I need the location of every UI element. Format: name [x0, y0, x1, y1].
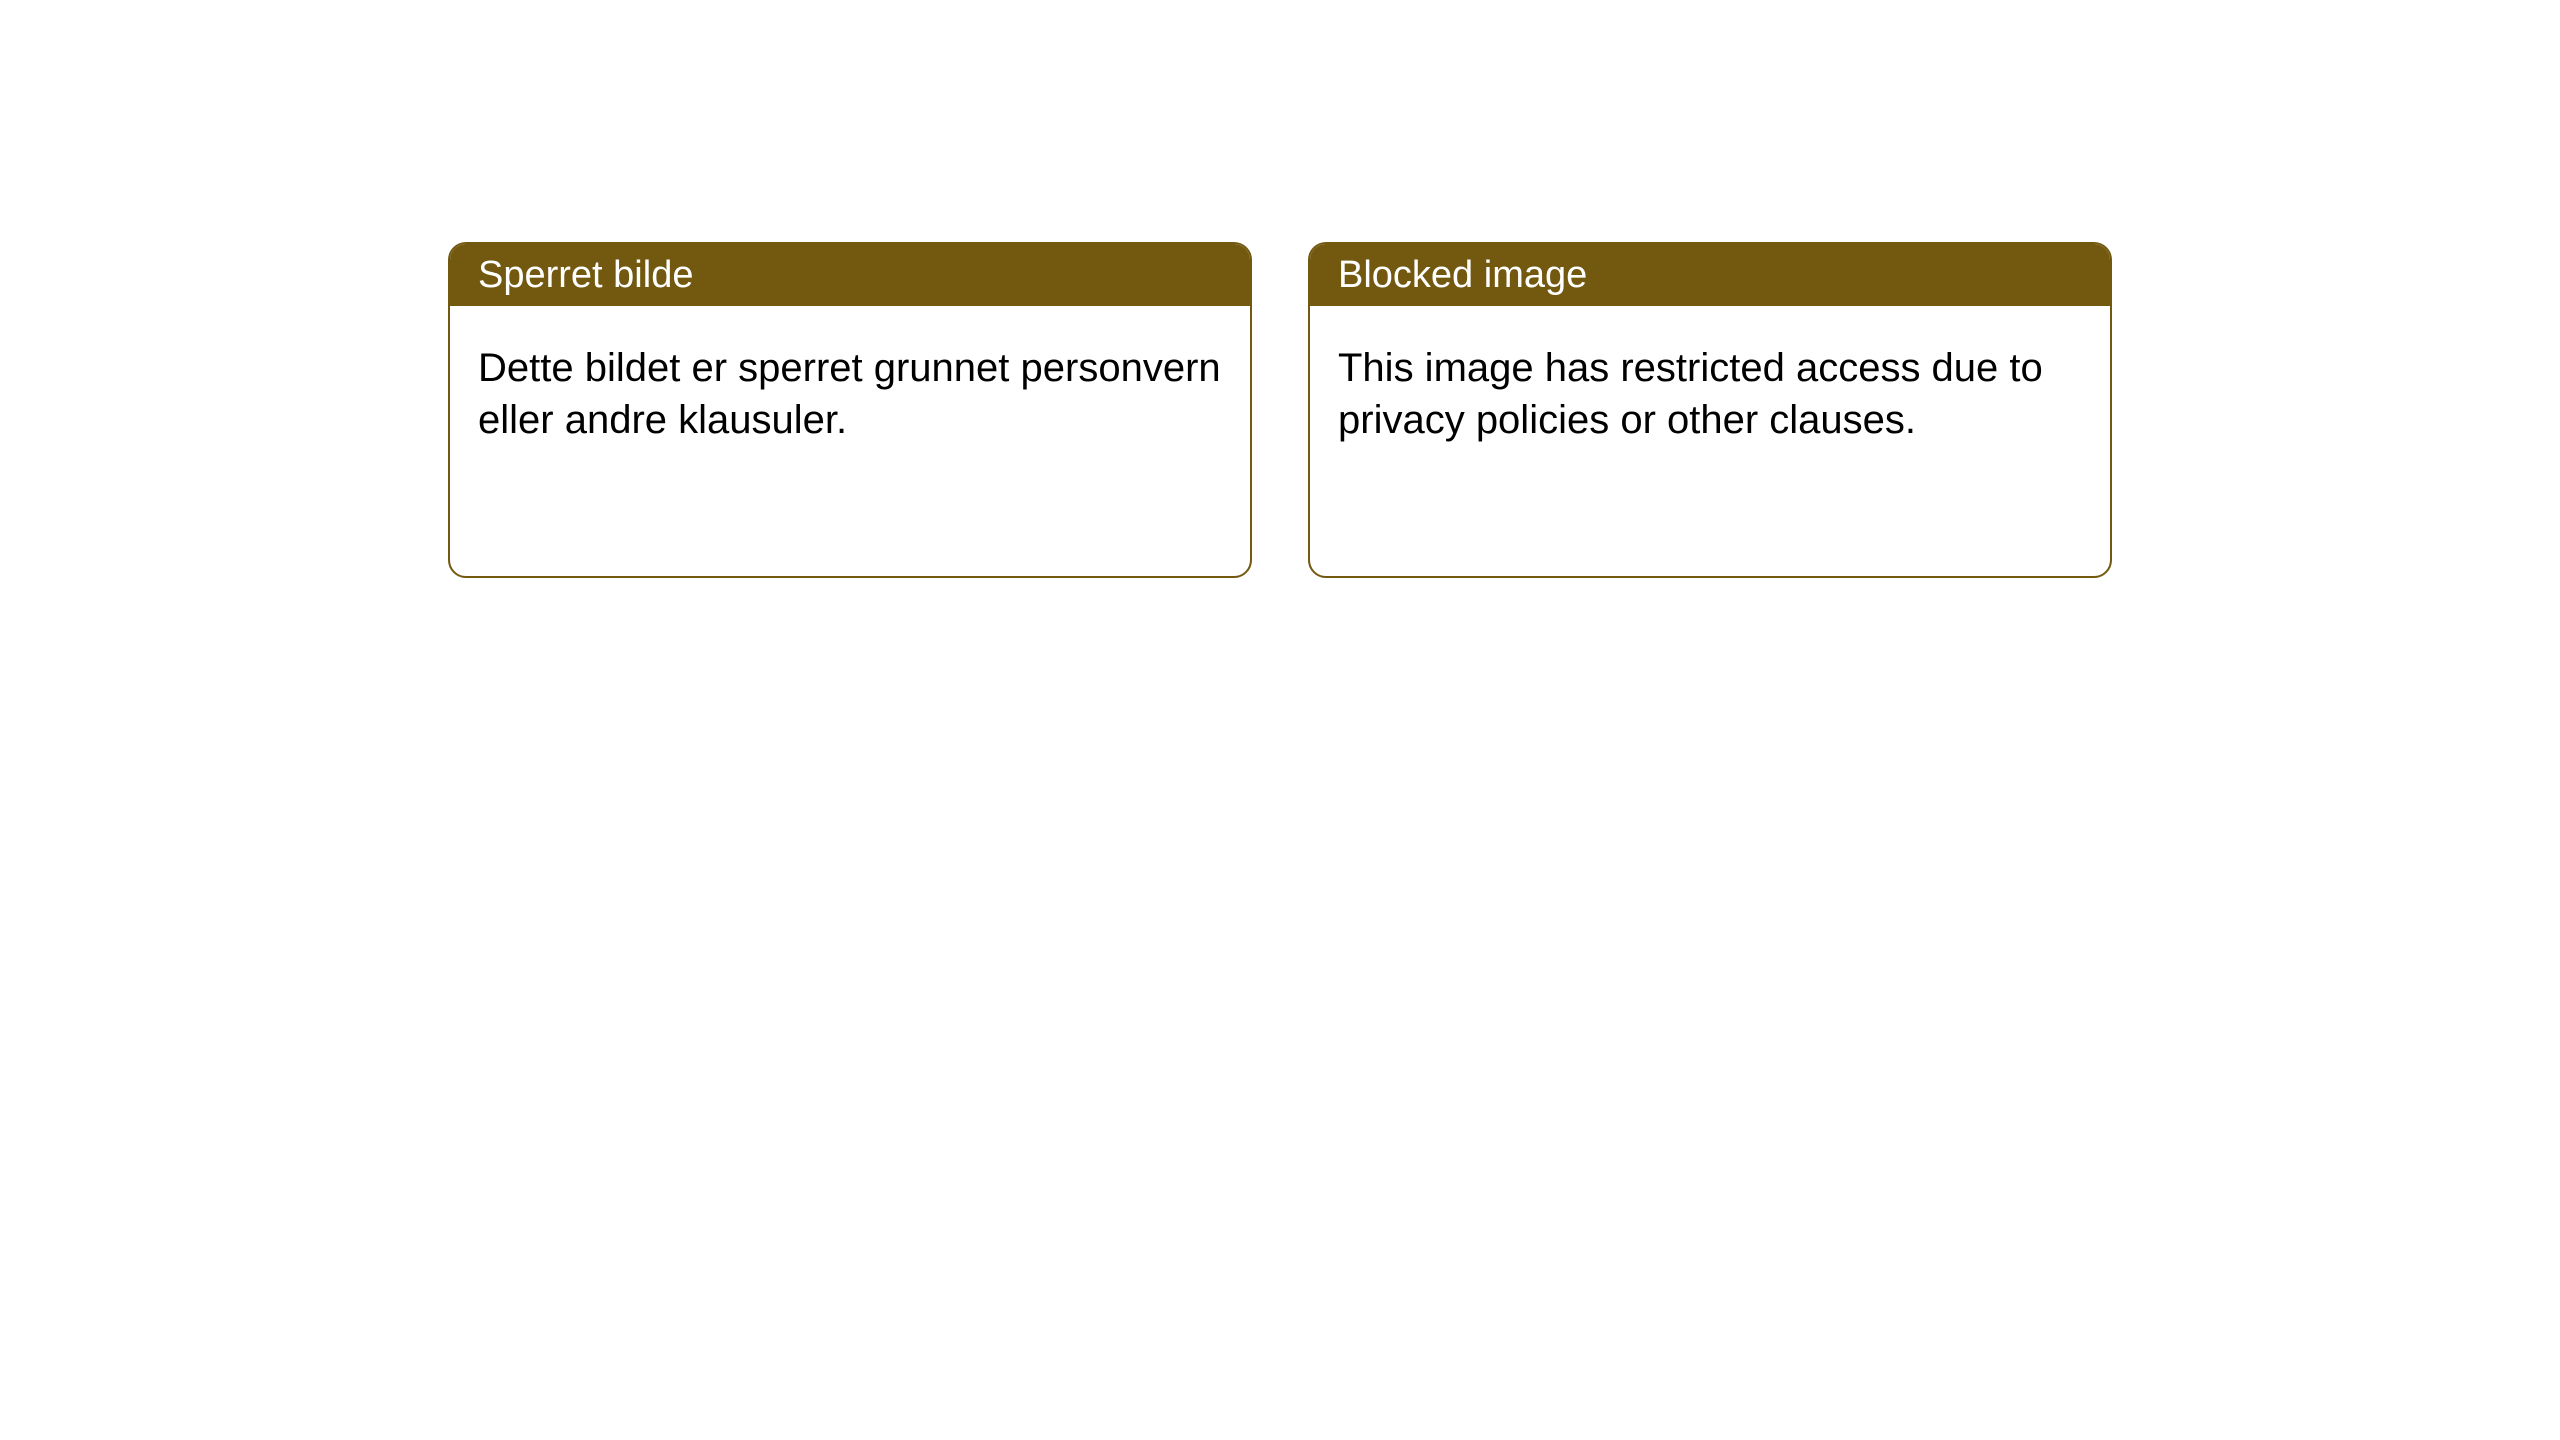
- card-text-norwegian: Dette bildet er sperret grunnet personve…: [478, 346, 1221, 442]
- card-text-english: This image has restricted access due to …: [1338, 346, 2043, 442]
- notice-container: Sperret bilde Dette bildet er sperret gr…: [448, 242, 2112, 578]
- blocked-image-card-english: Blocked image This image has restricted …: [1308, 242, 2112, 578]
- card-body-english: This image has restricted access due to …: [1310, 306, 2110, 482]
- blocked-image-card-norwegian: Sperret bilde Dette bildet er sperret gr…: [448, 242, 1252, 578]
- card-title-norwegian: Sperret bilde: [478, 254, 693, 297]
- card-title-english: Blocked image: [1338, 254, 1587, 297]
- card-header-english: Blocked image: [1310, 244, 2110, 306]
- card-body-norwegian: Dette bildet er sperret grunnet personve…: [450, 306, 1250, 482]
- card-header-norwegian: Sperret bilde: [450, 244, 1250, 306]
